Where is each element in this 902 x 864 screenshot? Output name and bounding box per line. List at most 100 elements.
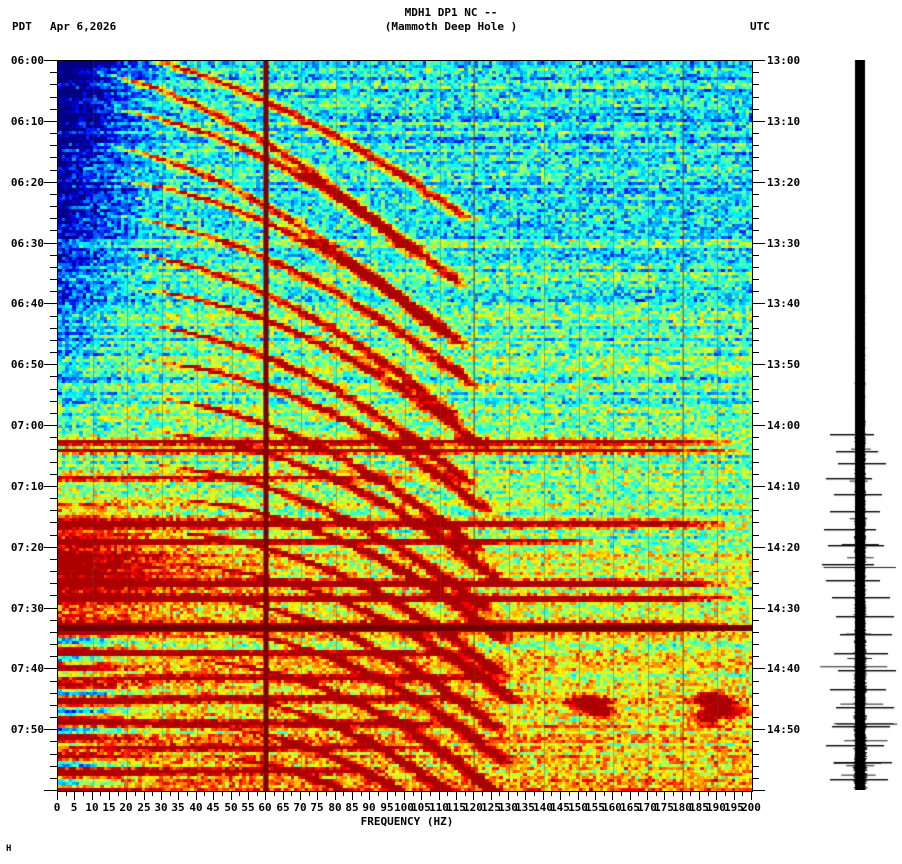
time-label-utc: 14:00 (767, 419, 801, 432)
time-tick-pdt (44, 668, 57, 669)
frequency-tick (196, 791, 197, 800)
frequency-tick (257, 791, 258, 796)
seismogram-canvas (818, 60, 902, 790)
frequency-tick (204, 791, 205, 796)
time-label-utc: 13:30 (767, 237, 801, 250)
frequency-tick (630, 791, 631, 800)
time-tick-utc (752, 389, 759, 390)
time-tick-pdt (50, 571, 57, 572)
time-label-utc: 14:10 (767, 480, 801, 493)
time-tick-pdt (50, 291, 57, 292)
time-tick-pdt (50, 693, 57, 694)
time-tick-utc (752, 449, 759, 450)
frequency-tick (361, 791, 362, 796)
time-tick-pdt (50, 352, 57, 353)
time-tick-pdt (50, 376, 57, 377)
frequency-tick (682, 791, 683, 800)
spectrogram-plot[interactable] (57, 60, 753, 792)
frequency-tick (595, 791, 596, 800)
time-tick-pdt (44, 364, 57, 365)
time-tick-pdt (50, 766, 57, 767)
frequency-tick (699, 791, 700, 800)
time-label-pdt: 07:40 (10, 662, 44, 675)
time-tick-pdt (50, 401, 57, 402)
time-tick-pdt (50, 437, 57, 438)
time-tick-pdt (50, 620, 57, 621)
frequency-tick (465, 791, 466, 796)
time-label-utc: 14:30 (767, 602, 801, 615)
frequency-label: 130 (498, 801, 518, 814)
frequency-tick (92, 791, 93, 800)
time-tick-utc (752, 510, 759, 511)
frequency-label: 75 (310, 801, 324, 814)
time-tick-utc (752, 291, 759, 292)
frequency-label: 105 (411, 801, 431, 814)
frequency-label: 125 (481, 801, 501, 814)
time-tick-utc (752, 437, 759, 438)
frequency-tick (317, 791, 318, 800)
time-tick-utc (752, 60, 765, 61)
frequency-tick (274, 791, 275, 796)
seismogram-trace-panel (818, 60, 902, 790)
time-tick-utc (752, 729, 765, 730)
frequency-tick (708, 791, 709, 796)
frequency-tick (178, 791, 179, 800)
time-tick-utc (752, 632, 759, 633)
frequency-tick (734, 791, 735, 800)
time-tick-pdt (50, 413, 57, 414)
time-tick-pdt (44, 486, 57, 487)
frequency-tick (664, 791, 665, 800)
time-tick-utc (752, 84, 759, 85)
time-tick-utc (752, 656, 759, 657)
time-label-utc: 13:10 (767, 115, 801, 128)
frequency-tick (152, 791, 153, 796)
frequency-tick (335, 791, 336, 800)
time-tick-utc (752, 364, 765, 365)
time-tick-utc (752, 681, 759, 682)
frequency-label: 20 (119, 801, 133, 814)
time-tick-utc (752, 133, 759, 134)
time-tick-utc (752, 72, 759, 73)
frequency-tick (309, 791, 310, 796)
time-label-utc: 13:40 (767, 297, 801, 310)
frequency-label: 85 (345, 801, 359, 814)
time-label-utc: 14:40 (767, 662, 801, 675)
frequency-label: 50 (224, 801, 238, 814)
frequency-tick (291, 791, 292, 796)
time-tick-utc (752, 717, 759, 718)
frequency-label: 35 (171, 801, 185, 814)
frequency-tick (751, 791, 752, 800)
time-tick-pdt (50, 583, 57, 584)
time-tick-utc (752, 243, 765, 244)
time-tick-pdt (50, 644, 57, 645)
frequency-tick (439, 791, 440, 800)
frequency-tick (300, 791, 301, 800)
frequency-label: 30 (154, 801, 168, 814)
frequency-tick (343, 791, 344, 796)
frequency-tick (413, 791, 414, 796)
frequency-tick (742, 791, 743, 796)
time-tick-pdt (50, 194, 57, 195)
time-tick-utc (752, 230, 759, 231)
frequency-tick (395, 791, 396, 796)
time-tick-utc (752, 498, 759, 499)
frequency-tick (109, 791, 110, 800)
frequency-label: 25 (137, 801, 151, 814)
time-tick-utc (752, 206, 759, 207)
frequency-label: 135 (515, 801, 535, 814)
frequency-label: 165 (620, 801, 640, 814)
time-tick-pdt (50, 778, 57, 779)
time-tick-utc (752, 583, 759, 584)
time-label-pdt: 06:10 (10, 115, 44, 128)
frequency-tick (673, 791, 674, 796)
header-date: Apr 6,2026 (50, 20, 117, 33)
frequency-tick (161, 791, 162, 800)
time-tick-utc (752, 401, 759, 402)
frequency-tick (378, 791, 379, 796)
frequency-tick (222, 791, 223, 796)
time-tick-pdt (50, 279, 57, 280)
frequency-label: 115 (446, 801, 466, 814)
frequency-tick (66, 791, 67, 796)
time-tick-utc (752, 352, 759, 353)
time-tick-utc (752, 303, 765, 304)
